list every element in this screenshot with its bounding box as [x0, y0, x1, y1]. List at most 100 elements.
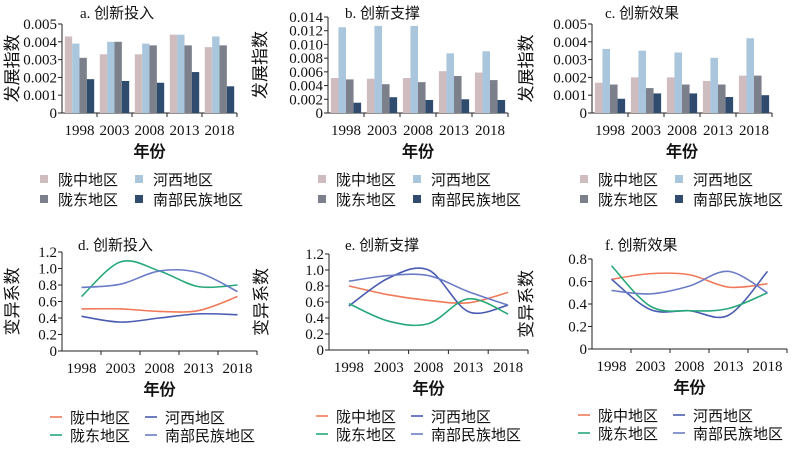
legend-label: 河西地区: [165, 410, 225, 427]
legend-item: 南部民族地区: [675, 192, 783, 209]
y-tick-label: 0.002: [289, 92, 323, 108]
bar-陇中地区-2008: [134, 54, 143, 113]
legend-label: 南部民族地区: [693, 192, 783, 209]
bar-南部民族地区-1998: [353, 102, 362, 113]
bar-南部民族地区-2003: [121, 80, 130, 113]
x-tick-label: 2003: [631, 123, 661, 139]
bar-陇东地区-1998: [79, 57, 87, 113]
bar-陇中地区-2008: [666, 77, 675, 113]
y-tick-label: 0.014: [289, 10, 323, 26]
bar-南部民族地区-2018: [497, 99, 506, 113]
legend-label: 陇东地区: [58, 192, 118, 209]
bar-南部民族地区-2008: [425, 99, 434, 113]
bar-陇中地区-2018: [204, 47, 213, 113]
legend-label: 河西地区: [153, 172, 213, 189]
legend-label: 陇东地区: [336, 427, 396, 444]
legend-swatch: [580, 195, 588, 203]
bar-陇中地区-2003: [630, 77, 639, 113]
legend-item: 陇东地区: [40, 192, 118, 209]
chart-title: e. 创新支撑: [345, 237, 419, 254]
x-tick-label: 1998: [595, 123, 625, 139]
legend-item: 陇东地区: [580, 192, 658, 209]
bar-陇东地区-2018: [219, 45, 227, 113]
bar-河西地区-2018: [482, 51, 490, 113]
legend-item: 南部民族地区: [135, 192, 243, 209]
bar-河西地区-1998: [602, 48, 610, 113]
bar-陇东地区-2003: [646, 88, 654, 113]
bar-陇东地区-2013: [454, 75, 462, 113]
bar-陇中地区-2018: [738, 75, 747, 113]
x-tick-label: 1998: [334, 360, 364, 376]
bar-河西地区-2003: [107, 41, 115, 113]
legend-label: 南部民族地区: [431, 192, 521, 209]
bar-陇中地区-2013: [169, 34, 178, 113]
bar-南部民族地区-2008: [156, 82, 165, 113]
bar-南部民族地区-2013: [725, 96, 734, 113]
legend-item: 河西地区: [673, 408, 753, 425]
line-河西地区: [348, 267, 509, 315]
x-tick-label: 2018: [205, 123, 235, 139]
legend-swatch: [675, 195, 683, 203]
bar-南部民族地区-1998: [86, 79, 95, 113]
bar-南部民族地区-1998: [617, 98, 626, 113]
x-tick-label: 2013: [703, 123, 733, 139]
x-tick-label: 1998: [65, 123, 95, 139]
legend-item: 陇东地区: [578, 426, 658, 443]
panel-d: d. 创新投入 00.20.40.60.81.01.2 变异系数 1998 2003 20…: [3, 237, 258, 445]
y-tick-label: 0: [316, 106, 324, 122]
y-tick-label: 0.001: [553, 88, 587, 104]
x-tick-label: 1998: [597, 359, 627, 375]
y-tick-label: 0.012: [289, 24, 323, 40]
x-tick-label: 2008: [667, 123, 697, 139]
bar-南部民族地区-2008: [689, 93, 698, 113]
legend-label: 陇中地区: [336, 409, 396, 426]
bar-南部民族地区-2003: [389, 97, 398, 113]
x-tick-label: 1998: [67, 361, 97, 377]
x-axis-label: 年份: [412, 379, 445, 398]
y-tick-label: 0.2: [305, 327, 324, 343]
legend-label: 河西地区: [431, 172, 491, 189]
y-tick-label: 1.0: [305, 263, 324, 279]
x-tick-label: 2018: [753, 359, 783, 375]
bar-南部民族地区-2018: [226, 86, 235, 113]
y-tick-label: 0.6: [568, 275, 587, 291]
line-陇东地区: [348, 297, 509, 327]
bar-陇中地区-2018: [474, 72, 483, 113]
y-tick-label: 1.2: [38, 245, 57, 261]
y-tick-label: 0.4: [38, 311, 57, 327]
bar-陇东地区-2013: [184, 45, 192, 113]
y-tick-label: 0.003: [23, 53, 57, 69]
bar-河西地区-1998: [72, 43, 80, 113]
bar-陇东地区-2013: [718, 84, 726, 113]
legend-swatch: [40, 195, 48, 203]
x-tick-label: 2003: [374, 360, 404, 376]
bar-南部民族地区-2003: [653, 93, 662, 113]
bar-南部民族地区-2013: [191, 72, 200, 113]
legend-swatch: [135, 195, 143, 203]
y-tick-label: 0: [50, 106, 58, 122]
x-axis-label: 年份: [673, 378, 706, 397]
legend-item: 河西地区: [145, 410, 225, 427]
legend-label: 南部民族地区: [165, 428, 255, 445]
y-tick-label: 0.8: [568, 252, 587, 268]
bar-河西地区-2003: [638, 50, 646, 113]
x-axis-label: 年份: [133, 142, 166, 161]
y-tick-label: 0.010: [289, 37, 323, 53]
bar-陇中地区-2003: [99, 54, 108, 113]
bar-河西地区-2003: [374, 25, 382, 114]
legend-label: 陇东地区: [598, 192, 658, 209]
legend-item: 陇中地区: [40, 172, 118, 189]
x-tick-label: 2018: [493, 360, 523, 376]
legend-label: 陇中地区: [336, 172, 396, 189]
line-南部民族地区: [611, 270, 768, 295]
bar-陇中地区-1998: [330, 78, 339, 113]
legend-item: 陇东地区: [316, 427, 396, 444]
line-陇中地区: [611, 272, 768, 289]
legend-item: 南部民族地区: [145, 428, 255, 445]
y-axis-label: 变异系数: [252, 268, 271, 336]
x-tick-label: 2008: [403, 123, 433, 139]
legend-item: 陇中地区: [50, 410, 130, 427]
